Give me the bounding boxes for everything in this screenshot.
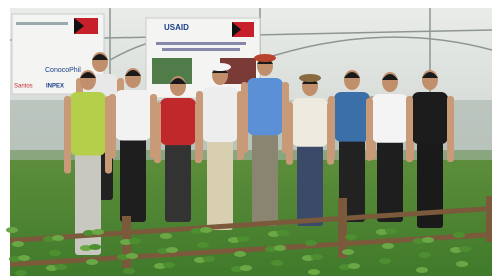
shirt <box>160 98 196 145</box>
leaf <box>459 246 471 252</box>
leaf <box>385 228 397 234</box>
leaf <box>453 232 465 238</box>
leaf <box>49 250 61 256</box>
shirt <box>334 92 370 142</box>
leaf <box>271 260 283 266</box>
leaf <box>6 227 18 233</box>
pants <box>207 140 233 230</box>
shirt <box>372 94 408 143</box>
leaf <box>308 269 320 275</box>
sponsor-name: ConocoPhil <box>45 67 81 74</box>
shirt <box>292 98 328 147</box>
arm <box>366 98 373 161</box>
arm <box>328 96 335 160</box>
leaf <box>419 252 431 258</box>
leaf <box>416 267 428 273</box>
leaf <box>12 241 24 247</box>
sponsor-name: Santos <box>14 84 33 90</box>
leaf <box>86 259 98 265</box>
hat <box>254 54 276 62</box>
pants <box>165 143 191 222</box>
hat <box>209 63 231 71</box>
shirt <box>115 90 151 140</box>
shirt <box>247 78 283 135</box>
leaf <box>123 268 135 274</box>
arm <box>241 82 248 153</box>
leaf <box>234 251 246 257</box>
photo: ConocoPhil Santos INPEX USAID <box>0 0 496 280</box>
leaf <box>456 261 468 267</box>
leaf <box>422 237 434 243</box>
leaf <box>345 234 357 240</box>
leaf <box>197 242 209 248</box>
shirt <box>412 92 448 144</box>
leaf <box>200 227 212 233</box>
arm <box>64 96 71 174</box>
banner-text-line <box>16 22 68 25</box>
pants <box>297 145 323 226</box>
leaf <box>92 229 104 235</box>
banner-text-line <box>156 42 246 45</box>
leaf <box>203 256 215 262</box>
arm <box>196 91 203 160</box>
sponsor-name: INPEX <box>46 84 64 90</box>
leaf <box>382 243 394 249</box>
shirt <box>202 87 238 142</box>
leaf <box>277 230 289 236</box>
leaf <box>348 263 360 269</box>
leaf <box>126 253 138 259</box>
leaf <box>18 255 30 261</box>
leaf <box>15 270 27 276</box>
leaf <box>55 264 67 270</box>
leaf <box>166 247 178 253</box>
leaf <box>274 245 286 251</box>
leaf <box>379 258 391 264</box>
pants <box>75 154 101 256</box>
arm <box>154 102 161 163</box>
shirt <box>70 92 106 156</box>
leaf <box>240 265 252 271</box>
leaf <box>52 235 64 241</box>
banner-text-line <box>162 48 240 51</box>
pants <box>252 133 278 226</box>
pants <box>120 138 146 222</box>
leaf <box>342 249 354 255</box>
leaf <box>311 254 323 260</box>
arm <box>286 102 293 165</box>
banner-logo: USAID <box>164 23 189 32</box>
hat <box>299 74 321 82</box>
leaf <box>237 236 249 242</box>
leaf <box>163 262 175 268</box>
arm <box>406 96 413 162</box>
leaf <box>160 233 172 239</box>
pants <box>377 141 403 222</box>
leaf <box>129 238 141 244</box>
leaf <box>89 244 101 250</box>
arm <box>447 96 454 162</box>
arm <box>109 94 116 158</box>
leaf <box>305 240 317 246</box>
